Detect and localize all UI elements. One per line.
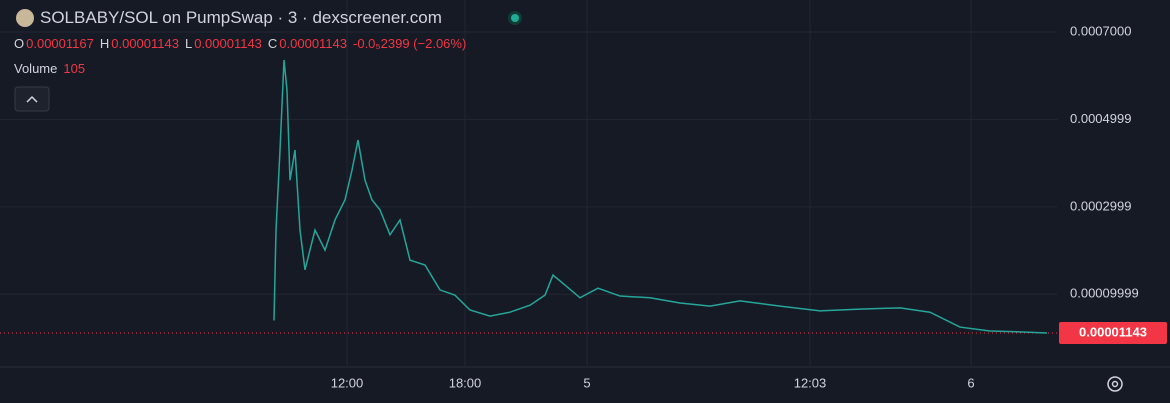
y-tick-label: 0.0007000 (1070, 23, 1131, 38)
ohlc-value: 0.00001143 (194, 36, 262, 51)
x-tick-label: 12:00 (331, 375, 364, 390)
ohlc-value: 0.00001143 (111, 36, 179, 51)
last-price-label: 0.00001143 (1079, 324, 1147, 339)
ohlc-label: O (14, 36, 25, 51)
gear-inner (1111, 380, 1119, 388)
y-tick-label: 0.00009999 (1070, 286, 1139, 301)
x-tick-label: 6 (967, 375, 974, 390)
price-change: -0.0₅2399 (−2.06%) (353, 36, 467, 51)
volume-legend: Volume 105 (14, 61, 85, 76)
ohlc-value: 0.00001143 (279, 36, 348, 51)
price-line (273, 59, 1048, 334)
ohlc-label: L (184, 36, 193, 51)
x-tick-label: 18:00 (449, 375, 482, 390)
x-tick-label: 12:03 (794, 375, 827, 390)
ohlc-legend: O 0.00001167 H 0.00001143 L 0.00001143 C 0.0000… (14, 36, 466, 51)
settings-button[interactable] (1107, 376, 1123, 392)
ohlc-value: 0.00001167 (26, 36, 94, 51)
ohlc-label: H (99, 36, 110, 51)
x-tick-label: 5 (583, 375, 590, 390)
collapse-icon (26, 95, 38, 103)
status-dot (511, 14, 519, 22)
token-icon (16, 9, 34, 27)
grid (0, 0, 1057, 366)
y-tick-label: 0.0002999 (1070, 198, 1131, 213)
collapse-button[interactable] (14, 86, 50, 112)
volume-label: Volume (14, 61, 58, 76)
volume-value: 105 (63, 61, 86, 76)
gear-outer (1107, 376, 1123, 392)
last-price-badge (1059, 322, 1167, 345)
y-tick-label: 0.0004999 (1070, 111, 1131, 126)
ohlc-label: C (267, 36, 278, 51)
chart-title: SOLBABY/SOL on PumpSwap · 3 · dexscreene… (40, 8, 442, 27)
